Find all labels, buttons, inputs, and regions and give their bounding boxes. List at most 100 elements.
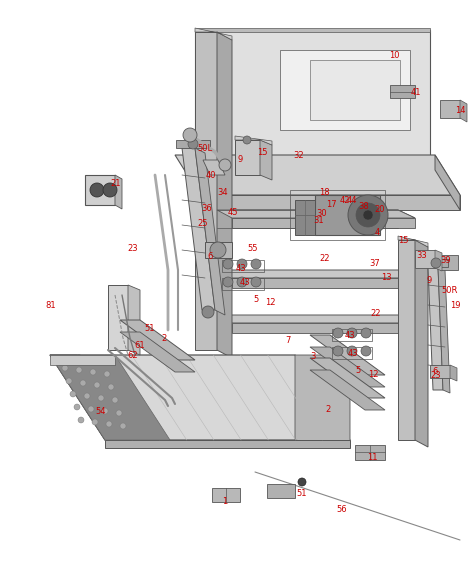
Text: 43: 43 (348, 349, 359, 357)
Circle shape (76, 367, 82, 373)
Text: 19: 19 (450, 300, 461, 310)
Polygon shape (450, 365, 457, 381)
Polygon shape (428, 267, 443, 390)
Circle shape (84, 393, 90, 399)
Text: 40: 40 (206, 170, 217, 179)
Circle shape (120, 423, 126, 429)
Text: 6: 6 (207, 252, 212, 261)
Text: 62: 62 (127, 350, 137, 360)
Circle shape (102, 408, 108, 414)
Text: 22: 22 (319, 253, 329, 262)
Text: 6: 6 (432, 366, 438, 375)
Polygon shape (182, 148, 215, 310)
Text: 5: 5 (355, 365, 360, 374)
Polygon shape (267, 484, 295, 498)
Polygon shape (424, 259, 448, 267)
Circle shape (363, 210, 373, 220)
Text: 21: 21 (110, 178, 120, 187)
Text: 14: 14 (455, 106, 465, 115)
Polygon shape (430, 365, 450, 378)
Text: 38: 38 (358, 202, 369, 211)
Text: 42: 42 (340, 195, 350, 204)
Polygon shape (280, 50, 410, 130)
Polygon shape (295, 200, 315, 235)
Polygon shape (50, 355, 115, 365)
Text: 5: 5 (253, 294, 258, 303)
Circle shape (80, 380, 86, 386)
Text: 31: 31 (313, 215, 324, 224)
Text: 18: 18 (319, 187, 329, 197)
Circle shape (62, 365, 68, 371)
Text: 43: 43 (345, 331, 356, 340)
Polygon shape (200, 195, 460, 210)
Text: 45: 45 (228, 207, 238, 216)
Circle shape (103, 183, 117, 197)
Text: 12: 12 (368, 370, 379, 378)
Circle shape (106, 421, 112, 427)
Polygon shape (120, 332, 195, 372)
Text: 55: 55 (247, 244, 257, 253)
Polygon shape (398, 236, 428, 247)
Text: 17: 17 (326, 199, 337, 208)
Circle shape (219, 159, 231, 171)
Polygon shape (310, 60, 400, 120)
Polygon shape (315, 195, 380, 235)
Polygon shape (195, 28, 232, 40)
Polygon shape (195, 30, 430, 160)
Circle shape (237, 277, 247, 287)
Circle shape (90, 369, 96, 375)
Text: 33: 33 (416, 250, 427, 260)
Text: 3: 3 (310, 352, 315, 361)
Circle shape (237, 259, 247, 269)
Text: 1: 1 (222, 496, 227, 506)
Text: 39: 39 (440, 256, 451, 265)
Text: 41: 41 (411, 87, 421, 97)
Polygon shape (195, 32, 217, 350)
Polygon shape (232, 278, 415, 288)
Circle shape (112, 397, 118, 403)
Circle shape (243, 136, 251, 144)
Text: 13: 13 (381, 273, 392, 282)
Polygon shape (310, 358, 385, 398)
Text: 43: 43 (240, 278, 251, 286)
Polygon shape (438, 267, 450, 393)
Circle shape (347, 346, 357, 356)
Text: 12: 12 (265, 298, 275, 307)
Circle shape (333, 328, 343, 338)
Polygon shape (440, 100, 460, 118)
Polygon shape (415, 240, 428, 447)
Text: 56: 56 (336, 506, 346, 515)
Circle shape (333, 346, 343, 356)
Polygon shape (120, 320, 195, 360)
Polygon shape (440, 255, 458, 270)
Circle shape (223, 277, 233, 287)
Text: 9: 9 (238, 154, 243, 164)
Text: 2: 2 (161, 333, 166, 343)
Polygon shape (176, 140, 210, 148)
Polygon shape (415, 250, 435, 268)
Circle shape (92, 419, 98, 425)
Text: 11: 11 (367, 453, 377, 462)
Polygon shape (310, 370, 385, 410)
Text: 50R: 50R (441, 286, 457, 294)
Circle shape (88, 406, 94, 412)
Polygon shape (235, 140, 260, 175)
Polygon shape (205, 242, 232, 258)
Polygon shape (217, 210, 415, 218)
Circle shape (223, 259, 233, 269)
Circle shape (361, 346, 371, 356)
Polygon shape (295, 355, 350, 448)
Text: 37: 37 (369, 258, 380, 268)
Polygon shape (175, 155, 460, 195)
Text: 44: 44 (347, 195, 357, 204)
Polygon shape (105, 440, 350, 448)
Polygon shape (195, 28, 430, 32)
Polygon shape (50, 355, 170, 440)
Text: 7: 7 (285, 336, 291, 345)
Polygon shape (128, 285, 140, 355)
Circle shape (94, 382, 100, 388)
Circle shape (116, 410, 122, 416)
Polygon shape (212, 488, 240, 502)
Polygon shape (232, 218, 415, 228)
Polygon shape (195, 148, 225, 315)
